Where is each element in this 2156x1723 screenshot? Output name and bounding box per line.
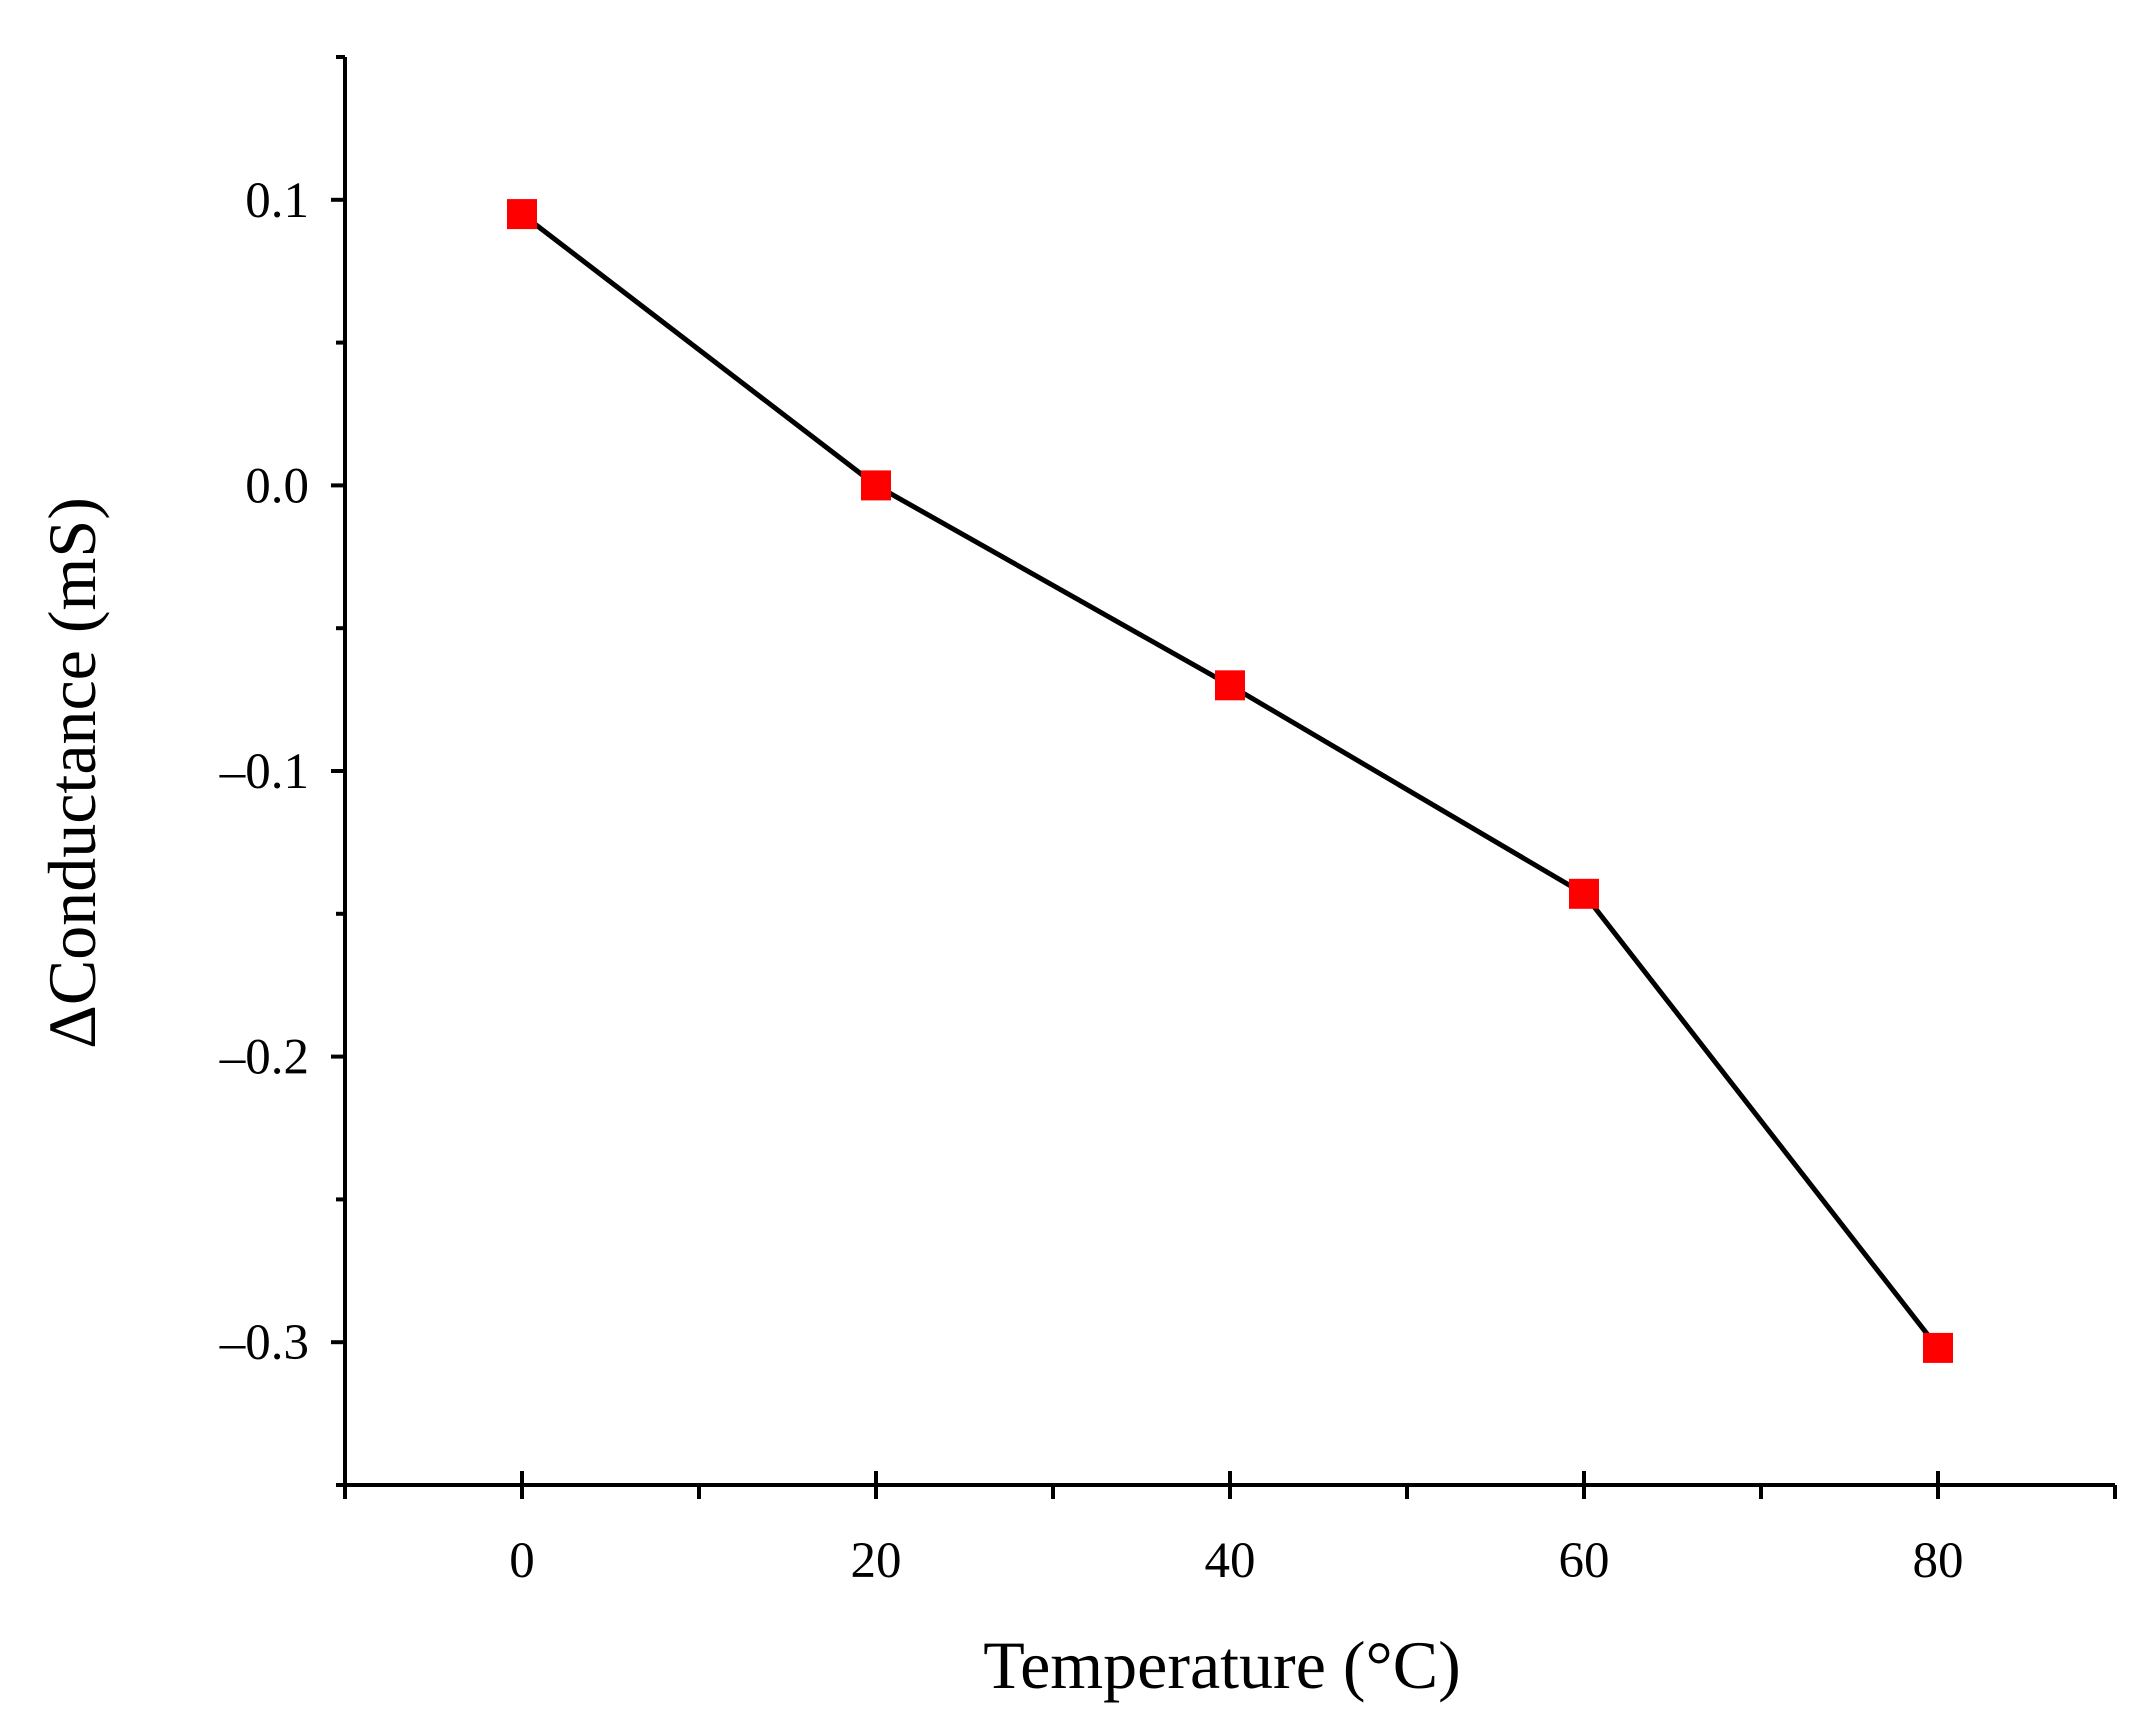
x-tick-label: 0 — [509, 1533, 535, 1589]
data-markers — [507, 199, 1953, 1363]
data-point-marker — [1569, 878, 1599, 909]
x-tick-label: 80 — [1913, 1533, 1964, 1589]
y-axis-title: ΔConductance (mS) — [34, 497, 110, 1049]
axes: 0 20 40 60 80 0.1 0.0 –0.1 –0.2 –0.3 — [219, 55, 2117, 1589]
y-tick-label: –0.1 — [219, 744, 309, 800]
x-tick-label: 20 — [851, 1533, 902, 1589]
y-tick-label: –0.2 — [219, 1030, 309, 1086]
x-tick-label: 40 — [1205, 1533, 1256, 1589]
data-point-marker — [507, 199, 537, 230]
data-point-marker — [1923, 1332, 1953, 1363]
x-tick-label: 60 — [1559, 1533, 1610, 1589]
x-axis-title: Temperature (°C) — [983, 1627, 1460, 1703]
data-point-marker — [861, 470, 891, 501]
data-point-marker — [1215, 670, 1245, 701]
y-tick-label: 0.1 — [245, 173, 309, 229]
y-tick-label: 0.0 — [245, 458, 309, 514]
y-tick-label: –0.3 — [219, 1315, 309, 1371]
